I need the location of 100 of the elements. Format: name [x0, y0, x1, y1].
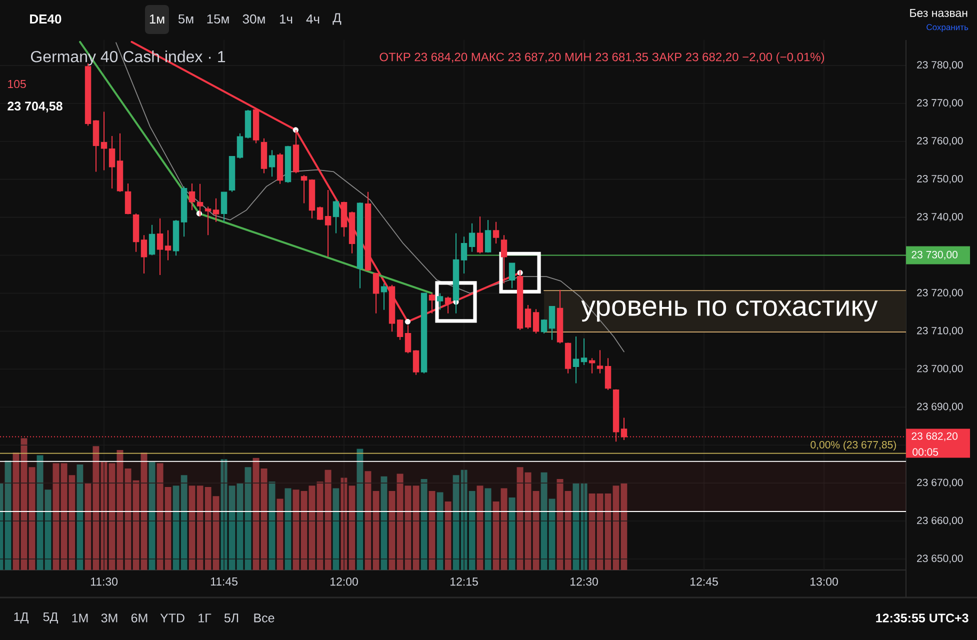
- candlestick: [604, 358, 612, 391]
- candlestick: [220, 191, 228, 222]
- candlestick: [444, 296, 452, 314]
- candlestick: [92, 120, 100, 172]
- candlestick: [300, 174, 308, 204]
- annotation: 0,00% (23 677,85): [810, 440, 896, 451]
- candlestick: [436, 292, 444, 310]
- candlestick: [356, 202, 364, 289]
- candlestick: [156, 218, 164, 276]
- candlestick: [100, 111, 108, 171]
- candlestick: [260, 138, 268, 174]
- bar: [268, 482, 276, 570]
- y-tick-label: 23 660,00: [917, 516, 963, 526]
- candlestick: [372, 272, 380, 314]
- ref-line-label: 23 682,20: [912, 432, 958, 442]
- candlestick: [124, 183, 132, 215]
- text: 5Л: [224, 614, 238, 622]
- candlestick: [228, 156, 236, 192]
- text: ОТКР 23 684,20 МАКС 23 687,20 МИН 23 681,35 ЗАКР 23 682,20 −2,00 (−0,01%): [380, 52, 824, 64]
- text: 30м: [242, 14, 265, 24]
- text: Без назван: [910, 8, 968, 18]
- point: [404, 318, 411, 324]
- candlestick: [284, 145, 292, 184]
- text: 00:05: [912, 448, 938, 456]
- y-tick-label: 23 760,00: [917, 137, 963, 146]
- bar: [508, 497, 516, 570]
- candlestick: [500, 234, 508, 284]
- bar: [428, 490, 436, 570]
- y-tick-label: 23 740,00: [917, 212, 963, 222]
- candlestick: [596, 350, 604, 374]
- y-tick-label: 23 720,00: [917, 288, 963, 298]
- x-tick-label: 11:45: [210, 578, 238, 586]
- text: 1ч: [280, 14, 292, 24]
- candlestick: [412, 350, 420, 376]
- candlestick: [148, 224, 156, 256]
- candlestick: [212, 198, 220, 222]
- bar: [420, 479, 428, 570]
- candlestick: [420, 292, 428, 374]
- candlestick: [404, 324, 412, 354]
- x-tick-label: 12:00: [330, 578, 358, 586]
- candlestick: [276, 152, 284, 184]
- candlestick: [460, 236, 468, 274]
- y-tick-label: 23 750,00: [917, 175, 963, 184]
- text: 5Д: [43, 612, 58, 624]
- text: 1Г: [198, 614, 212, 622]
- candlestick: [340, 201, 348, 238]
- x-tick-label: 13:00: [810, 578, 838, 586]
- candlestick: [492, 221, 500, 244]
- y-tick-label: 23 780,00: [917, 61, 963, 70]
- candlestick: [484, 219, 492, 254]
- text: 12:35:55 UTC+3: [876, 614, 968, 622]
- candlestick: [588, 358, 596, 374]
- y-tick-label: 23 650,00: [917, 554, 963, 564]
- text: 1м: [150, 14, 164, 24]
- candlestick: [580, 338, 588, 366]
- candlestick: [204, 206, 212, 236]
- y-tick-label: 23 770,00: [917, 99, 963, 108]
- candlestick: [468, 222, 476, 252]
- text: 5м: [178, 14, 194, 24]
- candlestick: [476, 216, 484, 254]
- x-tick-label: 12:45: [690, 578, 718, 586]
- bar: [148, 462, 156, 570]
- candlestick: [308, 178, 316, 219]
- candlestick: [524, 304, 532, 330]
- candlestick: [244, 109, 252, 139]
- candlestick: [572, 336, 580, 384]
- candlestick: [292, 129, 300, 174]
- x-tick-label: 11:30: [90, 578, 118, 586]
- candlestick: [132, 213, 140, 252]
- text: 1М: [72, 614, 88, 622]
- x-tick-label: 12:15: [450, 578, 478, 586]
- candlestick: [396, 318, 404, 340]
- bar: [436, 492, 444, 570]
- bar: [476, 486, 484, 570]
- annotation: 105: [8, 80, 26, 88]
- candlestick: [564, 342, 572, 374]
- candlestick: [428, 292, 436, 314]
- text: Д: [332, 13, 342, 25]
- candlestick: [556, 289, 564, 344]
- candlestick: [180, 186, 188, 238]
- text: 4ч: [306, 14, 320, 24]
- candlestick: [348, 211, 356, 254]
- candlestick: [116, 132, 124, 192]
- y-tick-label: 23 670,00: [917, 478, 963, 488]
- y-tick-label: 23 710,00: [917, 326, 963, 336]
- text: DE40: [30, 14, 62, 24]
- candlestick: [380, 282, 388, 310]
- bar: [276, 498, 284, 570]
- x-tick-label: 12:30: [570, 578, 598, 586]
- bar: [284, 488, 292, 570]
- candlestick: [324, 189, 332, 258]
- text: YTD: [160, 614, 184, 622]
- candlestick: [364, 191, 372, 272]
- candlestick: [188, 183, 196, 211]
- candlestick: [172, 219, 180, 256]
- y-tick-label: 23 700,00: [917, 364, 963, 374]
- series-label: 23 730,00: [912, 250, 958, 260]
- bar: [444, 501, 452, 570]
- bar: [484, 488, 492, 570]
- text: 15м: [207, 14, 229, 24]
